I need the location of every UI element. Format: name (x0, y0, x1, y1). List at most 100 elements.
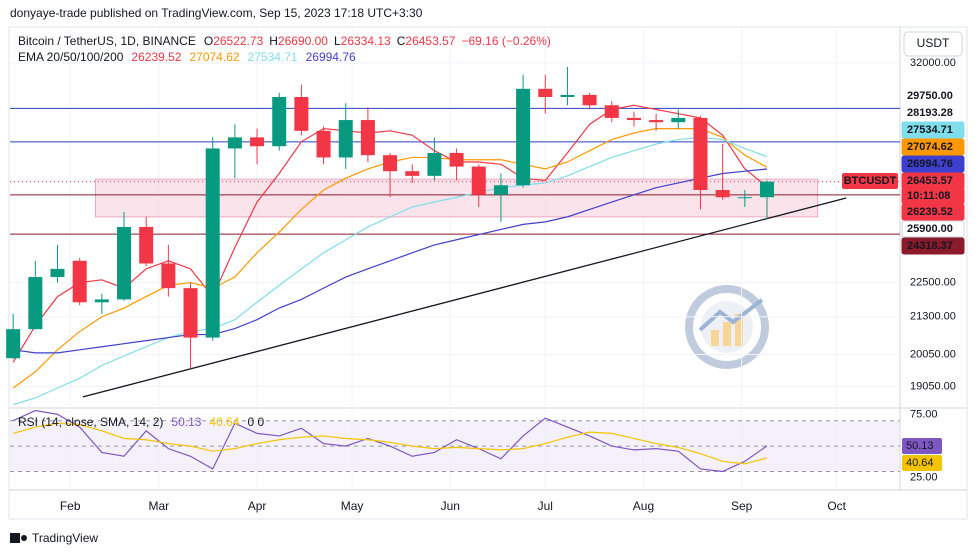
ema-value: 26994.76 (306, 50, 356, 64)
ohlc-key: O (204, 34, 213, 48)
candle-body (604, 105, 619, 118)
candle-body (383, 155, 398, 172)
candle-body (626, 117, 641, 121)
candle-body (316, 130, 331, 158)
hline-tag-box (901, 104, 965, 122)
x-tick-label: Feb (60, 499, 81, 513)
symbol-tag: BTCUSDT (844, 175, 897, 187)
candle-body (94, 299, 109, 303)
candle-body (227, 137, 242, 149)
ema-tag-box (901, 155, 965, 173)
hline-tag-box (901, 87, 965, 105)
x-tick-label: Jun (441, 499, 460, 513)
ema-value: 27534.71 (248, 50, 298, 64)
ema-label: EMA 20/50/100/200 (18, 50, 124, 64)
ema-tag: 26239.52 (907, 206, 953, 218)
candle-body (183, 288, 198, 338)
candle-body (538, 88, 553, 97)
candle-body (161, 263, 176, 289)
rsi-tag: 50.13 (906, 440, 934, 452)
currency: USDT (917, 36, 950, 50)
ema-line (12, 104, 768, 363)
rsi-tick-label: 25.00 (910, 472, 938, 484)
y-tick-label: 19050.00 (910, 380, 956, 392)
ema-tag: 27074.62 (907, 141, 953, 153)
candle-body (72, 260, 87, 303)
candle-body (582, 94, 597, 106)
candle-body (205, 148, 220, 338)
ema-tag-box (901, 203, 965, 221)
candle-body (50, 268, 65, 278)
publisher-note: donyaye-trade published on TradingView.c… (10, 6, 423, 20)
ema-value: 26239.52 (131, 50, 181, 64)
candle-body (516, 88, 531, 186)
ema-value: 27074.62 (189, 50, 239, 64)
x-tick-label: Jul (538, 499, 553, 513)
rsi-value: 50.13 (171, 415, 201, 429)
countdown-tag: 10:11:08 (907, 190, 950, 202)
rsi-tick-label: 75.00 (910, 408, 938, 420)
candle-body (338, 120, 353, 158)
zone (95, 178, 819, 218)
rsi-sma-tag-box (902, 455, 942, 471)
symbol-legend: Bitcoin / TetherUS, 1D, BINANCE O26522.73… (18, 34, 551, 48)
candle-body (759, 181, 774, 198)
rsi-tag-box (902, 438, 942, 454)
ohlc-value: 26453.57 (405, 34, 455, 48)
hline-tag: 24318.37 (907, 240, 953, 252)
ohlc-value: 26690.00 (278, 34, 328, 48)
candle-body (250, 137, 265, 147)
candle-body (360, 120, 375, 156)
last-price-tag: 26453.57 (907, 175, 953, 187)
candle-body (715, 190, 730, 198)
y-tick-label: 22500.00 (910, 276, 956, 288)
ema-tag: 26994.76 (907, 158, 953, 170)
ohlc-value: 26522.73 (213, 34, 263, 48)
hline-tag: 28193.28 (907, 107, 953, 119)
candle-body (28, 277, 43, 330)
rsi-line (13, 422, 768, 465)
y-tick-label: 20050.00 (910, 348, 956, 360)
ema-line (13, 168, 768, 354)
footer-brand: TradingView (32, 531, 98, 545)
candle-body (6, 329, 21, 359)
rsi-legend-tail: 0 0 (247, 415, 264, 429)
hline-tag: 25900.00 (907, 223, 953, 235)
ema-tag: 27534.71 (907, 124, 953, 136)
ohlc-key: L (334, 34, 341, 48)
change: −69.16 (−0.26%) (461, 34, 550, 48)
currency-button[interactable] (903, 31, 963, 57)
symbol-tag-box (842, 173, 898, 189)
candle-body (294, 96, 309, 131)
ema-line (12, 136, 768, 406)
candle-body (493, 185, 508, 195)
x-tick-label: Oct (827, 499, 846, 513)
x-tick-label: Apr (248, 499, 267, 513)
x-tick-label: Aug (633, 499, 654, 513)
y-tick-label: 32000.00 (910, 57, 956, 69)
rsi-band (10, 420, 900, 472)
hline-tag: 29750.00 (907, 90, 953, 102)
y-tick-label: 21300.00 (910, 311, 956, 323)
candle-body (427, 152, 442, 176)
rsi-legend: RSI (14, close, SMA, 14, 2) 50.13 40.64 0 0 (18, 415, 264, 429)
candle-body (139, 226, 154, 264)
x-tick-label: Mar (149, 499, 170, 513)
candle-body (405, 171, 420, 176)
symbol: Bitcoin / TetherUS, 1D, BINANCE (18, 34, 196, 48)
ema-legend: EMA 20/50/100/200 26239.52 27074.62 27534.7… (18, 50, 356, 64)
candle-body (117, 226, 132, 300)
rsi-sma-value: 40.64 (209, 415, 239, 429)
hline-tag-box (901, 220, 965, 238)
rsi-title: RSI (14, close, SMA, 14, 2) (18, 415, 163, 429)
candle-body (649, 120, 664, 123)
ohlc-value: 26334.13 (341, 34, 391, 48)
rsi-sma-tag: 40.64 (906, 457, 934, 469)
ohlc-key: C (397, 34, 406, 48)
x-tick-label: Sep (731, 499, 753, 513)
ema-tag-box (901, 138, 965, 156)
footer-logo (10, 533, 27, 543)
trendline (82, 197, 847, 398)
